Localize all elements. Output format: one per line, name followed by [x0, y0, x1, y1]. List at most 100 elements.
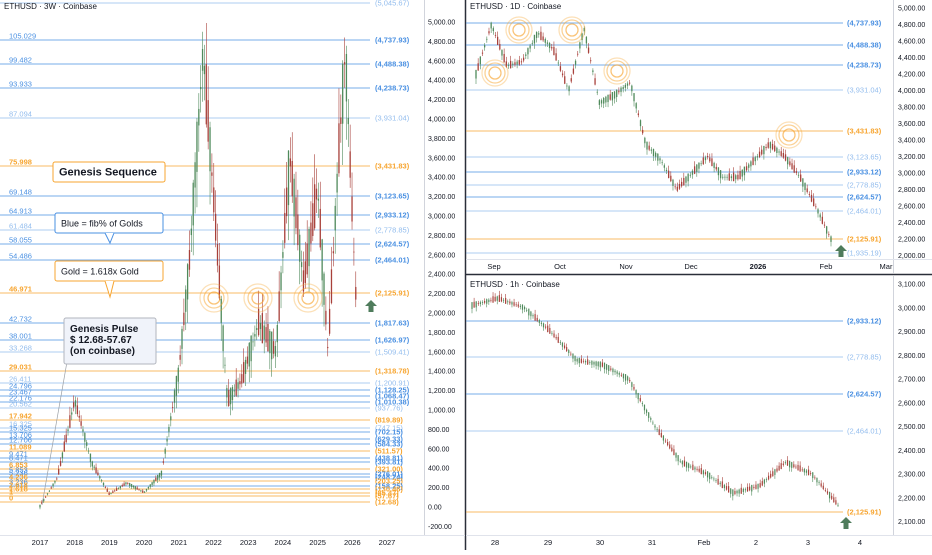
hourly-candle	[532, 315, 534, 317]
daily-candle	[813, 198, 815, 207]
daily-candle	[542, 36, 544, 41]
daily-x-tick-label: Feb	[820, 262, 833, 271]
hourly-level-price-label: (2,933.12)	[847, 317, 882, 326]
weekly-candle	[205, 64, 207, 125]
weekly-candle	[71, 412, 73, 415]
hourly-candle	[828, 491, 831, 499]
daily-candle	[683, 177, 685, 186]
weekly-candle	[304, 261, 306, 283]
daily-candle	[564, 76, 566, 84]
weekly-candle	[243, 362, 245, 383]
daily-candle	[687, 173, 689, 182]
hourly-level-price-label: (2,464.01)	[847, 427, 882, 436]
gold-note-annotation: Gold = 1.618x Gold	[54, 260, 164, 282]
daily-candle	[810, 194, 813, 202]
weekly-candle	[276, 324, 278, 343]
hourly-level-price-label: (2,624.57)	[847, 390, 882, 399]
daily-candle	[516, 61, 518, 65]
hourly-candle	[568, 350, 570, 354]
daily-candle	[559, 66, 562, 71]
daily-candle	[791, 163, 793, 170]
daily-candle	[494, 34, 497, 36]
daily-price-label: 2,200.00	[898, 237, 925, 244]
daily-candle	[732, 172, 735, 182]
weekly-level-price-label: (702.15)	[375, 428, 403, 437]
weekly-level-price-label: (2,624.57)	[375, 240, 410, 249]
hourly-candle	[481, 302, 484, 304]
hourly-x-tick-label: 31	[648, 538, 656, 547]
weekly-level-fib-label: 69.148	[9, 188, 32, 197]
hourly-panel: 3,100.00 3,000.00 2,900.00 2,800.00 2,700.00…	[466, 276, 932, 547]
hourly-candle	[814, 477, 816, 479]
hourly-candle	[515, 304, 517, 306]
weekly-candle	[162, 461, 164, 463]
daily-candle	[488, 31, 490, 34]
hourly-candle	[614, 370, 616, 373]
weekly-price-label: 1,000.00	[428, 408, 455, 415]
hourly-candle	[618, 372, 620, 375]
weekly-x-tick-label: 2017	[32, 538, 49, 547]
daily-level-price-label: (4,238.73)	[847, 61, 882, 70]
daily-highlight-circle	[775, 121, 803, 149]
weekly-candle	[259, 322, 262, 330]
daily-level-price-label: (4,488.38)	[847, 41, 882, 50]
weekly-candle	[246, 356, 249, 364]
daily-x-tick-label: Sep	[487, 262, 500, 271]
weekly-price-label: 0.00	[428, 505, 442, 512]
daily-candle	[689, 174, 691, 176]
weekly-candle	[104, 486, 107, 488]
hourly-candle	[786, 460, 789, 466]
weekly-candle	[228, 389, 230, 407]
daily-x-tick-label: Nov	[619, 262, 633, 271]
daily-candle	[620, 87, 622, 93]
hourly-candle	[578, 358, 580, 364]
daily-candle	[763, 145, 765, 155]
hourly-candle	[523, 306, 526, 310]
daily-candle	[789, 161, 791, 166]
weekly-highlight-circle	[293, 283, 323, 313]
hourly-price-label: 2,300.00	[898, 472, 925, 479]
daily-candle	[750, 161, 752, 167]
daily-candle	[611, 92, 614, 101]
daily-candle	[806, 188, 808, 193]
daily-candle	[605, 96, 607, 103]
daily-candle	[622, 87, 624, 90]
daily-candle	[665, 170, 668, 171]
hourly-candle	[509, 301, 511, 304]
weekly-candle	[99, 476, 101, 479]
daily-candle	[646, 141, 648, 150]
daily-candle	[808, 194, 811, 195]
weekly-candle	[93, 466, 95, 468]
daily-candle	[774, 145, 776, 152]
weekly-price-label: 3,600.00	[428, 155, 455, 162]
hourly-candle	[675, 452, 677, 458]
weekly-candle	[158, 473, 161, 478]
daily-candle	[613, 91, 616, 99]
weekly-candle	[87, 450, 90, 452]
daily-candle	[661, 162, 663, 164]
weekly-candle	[312, 203, 314, 236]
weekly-candle	[130, 484, 133, 487]
weekly-level-price-label: (158.25)	[375, 482, 403, 491]
weekly-candle	[80, 421, 82, 426]
hourly-candle	[606, 364, 608, 370]
hourly-candle	[572, 353, 574, 359]
daily-candle	[722, 176, 724, 178]
hourly-candle	[730, 488, 732, 494]
daily-candle	[629, 82, 631, 84]
weekly-candle	[332, 251, 334, 254]
hourly-candle	[624, 374, 627, 381]
weekly-candle	[147, 487, 150, 489]
daily-candle	[784, 154, 787, 161]
weekly-candle	[149, 484, 151, 487]
hourly-candle	[631, 382, 633, 387]
weekly-level-price-label: (1,200.91)	[375, 379, 410, 388]
daily-candle	[626, 83, 629, 86]
daily-candle	[507, 64, 510, 66]
weekly-level-price-label: (937.76)	[375, 404, 403, 413]
hourly-candle	[517, 304, 519, 307]
hourly-candle	[551, 332, 553, 334]
weekly-level-fib-label: 38.001	[9, 332, 32, 341]
daily-candle	[535, 32, 538, 38]
